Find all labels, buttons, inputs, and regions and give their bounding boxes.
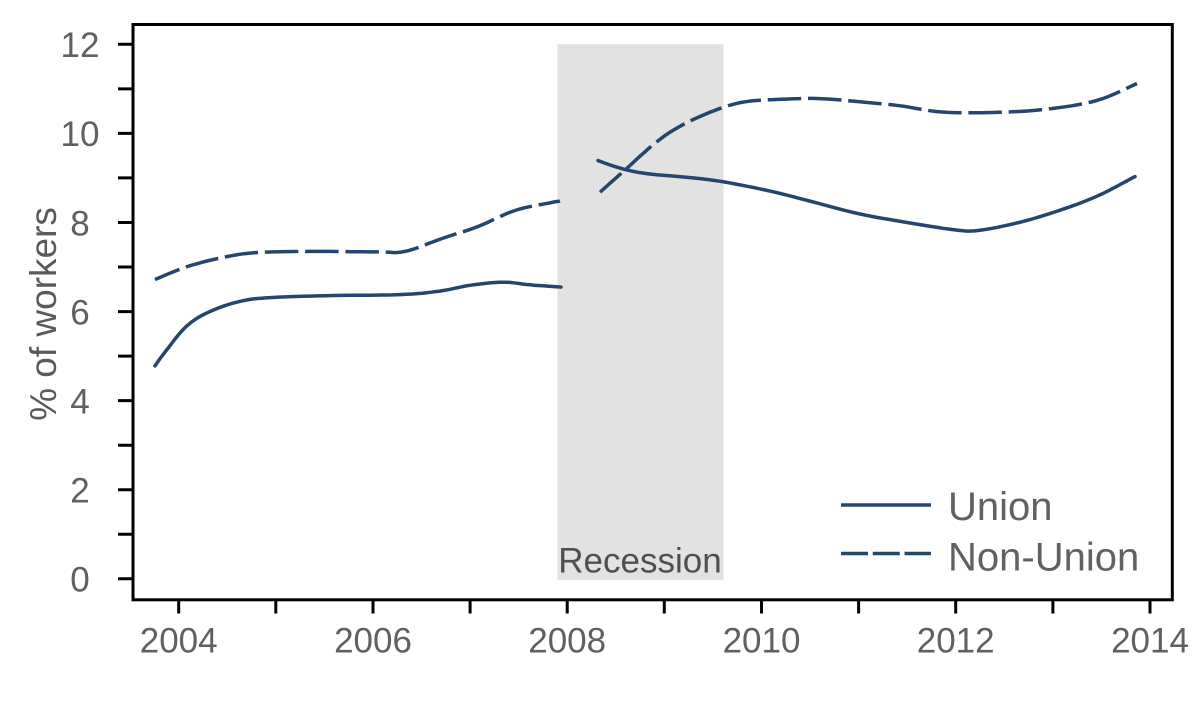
svg-text:2012: 2012: [917, 622, 995, 661]
svg-text:2004: 2004: [140, 622, 218, 661]
svg-text:4: 4: [70, 382, 89, 421]
svg-text:2006: 2006: [334, 622, 412, 661]
svg-text:% of workers: % of workers: [23, 207, 64, 421]
svg-text:8: 8: [70, 204, 89, 243]
svg-text:2014: 2014: [1111, 622, 1189, 661]
svg-text:12: 12: [61, 26, 100, 65]
svg-text:Union: Union: [948, 485, 1053, 529]
svg-text:2010: 2010: [723, 622, 801, 661]
svg-text:6: 6: [70, 293, 89, 332]
svg-text:2008: 2008: [528, 622, 606, 661]
svg-text:0: 0: [70, 561, 89, 600]
svg-text:Non-Union: Non-Union: [948, 536, 1139, 580]
svg-text:10: 10: [61, 115, 100, 154]
svg-text:Recession: Recession: [558, 542, 721, 581]
svg-text:2: 2: [70, 472, 89, 511]
